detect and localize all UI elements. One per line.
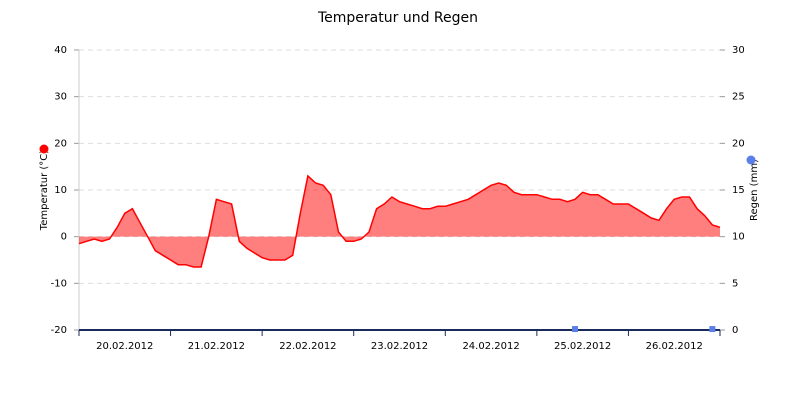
x-tick-label: 20.02.2012 xyxy=(96,341,153,352)
legend-marker xyxy=(746,155,756,165)
y-tick-label: 30 xyxy=(54,92,67,103)
y-tick-label: 0 xyxy=(61,232,67,243)
y2-tick-label: 0 xyxy=(732,325,738,336)
y-tick-label: -10 xyxy=(51,278,67,289)
y2-tick-label: 5 xyxy=(732,278,738,289)
x-tick-label: 25.02.2012 xyxy=(554,341,611,352)
series-line xyxy=(78,174,721,268)
rain-marker xyxy=(572,326,579,333)
x-tick-label: 22.02.2012 xyxy=(279,341,336,352)
y-tick-label: 40 xyxy=(54,45,67,56)
y-tick-label: 10 xyxy=(54,185,67,196)
y2-tick-label: 20 xyxy=(732,138,745,149)
y2-tick-label: 30 xyxy=(732,45,745,56)
y2-axis-label: Regen (mm) xyxy=(749,159,760,221)
y2-tick-label: 25 xyxy=(732,92,745,103)
x-tick-label: 21.02.2012 xyxy=(188,341,245,352)
x-tick-label: 26.02.2012 xyxy=(646,341,703,352)
x-tick-label: 24.02.2012 xyxy=(462,341,519,352)
x-tick-label: 23.02.2012 xyxy=(371,341,428,352)
legend-marker xyxy=(39,144,49,154)
area-fill xyxy=(79,176,720,267)
chart-title: Temperatur und Regen xyxy=(317,10,478,26)
rain-marker xyxy=(709,326,716,333)
y2-tick-label: 15 xyxy=(732,185,745,196)
y-tick-label: -20 xyxy=(51,325,67,336)
y-axis-label: Temperatur (°C) xyxy=(39,150,50,231)
y-tick-label: 20 xyxy=(54,138,67,149)
y2-tick-label: 10 xyxy=(732,232,745,243)
